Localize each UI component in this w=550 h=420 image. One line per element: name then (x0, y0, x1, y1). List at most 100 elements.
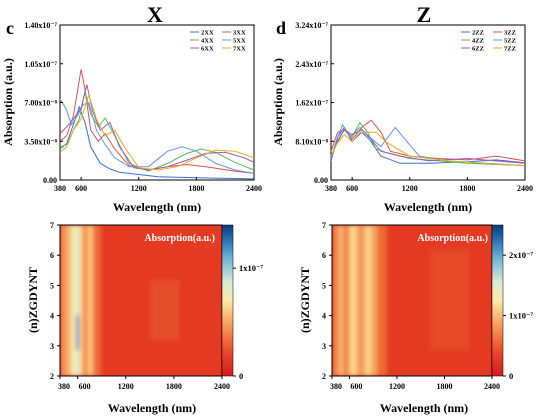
x-tick-label: 2400 (246, 184, 262, 193)
y-tick-label: 0.00 (314, 176, 328, 185)
y-tick-label: 1.62x10⁻⁷ (295, 99, 328, 108)
heatmap-x-band (93, 225, 101, 376)
legend-label-6ZZ: 6ZZ (472, 45, 484, 52)
panel-title-x: X (147, 2, 163, 27)
legend-label-4ZZ: 4ZZ (472, 37, 484, 44)
heatmap-z-colorbar-label: Absorption(a.u.) (417, 233, 488, 244)
series-line-6XX (59, 84, 255, 171)
x-tick-label: 1200 (402, 184, 418, 193)
x-tick-label: 600 (75, 184, 87, 193)
heatmap-z-band (349, 225, 357, 376)
colorbar-tick-label: 1x10⁻⁷ (509, 311, 533, 321)
heatmap-z-field (332, 225, 492, 376)
heatmap-x-colorbar (221, 224, 234, 377)
y-ticks-d: 0.00 8.10x10⁻⁸ 1.62x10⁻⁷ 2.43x10⁻⁷ 3.24x10⁻⁷ (295, 21, 334, 185)
heatmap-x-colorbar-label: Absorption(a.u.) (144, 233, 215, 244)
colorbar-tick-label: 1x10⁻⁷ (239, 263, 263, 273)
heatmap-z-y-ticks: 2 3 4 5 6 7 (322, 221, 332, 381)
heatmap-x-band (60, 225, 66, 376)
heatmap-x-band (150, 280, 180, 340)
y-tick-label: 7 (322, 221, 326, 230)
colorbar-tick-label: 0 (239, 371, 243, 381)
x-ticks-c: 380 600 1200 1800 2400 (54, 177, 262, 193)
series-line-3ZZ (330, 119, 526, 162)
heatmap-x-band (83, 225, 87, 376)
x-tick-label: 1800 (459, 184, 475, 193)
y-tick-label: 1.40x10⁻⁷ (24, 21, 57, 30)
heatmap-x-band (71, 225, 75, 376)
heatmap-x-bands (60, 225, 180, 376)
heatmap-x-band (87, 225, 93, 376)
y-tick-label: 2 (50, 372, 54, 381)
panel-letter-d: d (276, 18, 286, 38)
heatmap-z-band (357, 225, 365, 376)
heatmap-z-band (332, 225, 338, 376)
legend-label-7ZZ: 7ZZ (504, 45, 516, 52)
x-tick-label: 380 (325, 184, 337, 193)
x-tick-label: 600 (79, 382, 91, 391)
legend-label-6XX: 6XX (201, 45, 214, 52)
y-tick-label: 4 (50, 312, 54, 321)
heatmap-x-colorbar-ticks: 0 1x10⁻⁷ (233, 263, 263, 381)
y-tick-label: 7.00x10⁻⁸ (24, 99, 57, 108)
heatmap-z-x-ticks: 380 600 1200 1800 2400 (330, 376, 500, 391)
y-tick-label: 2.43x10⁻⁷ (295, 60, 328, 69)
x-tick-label: 380 (58, 382, 70, 391)
panel-heatmap-z: Absorption(a.u.) 0 1x10⁻⁷ 2x10⁻⁷ 380 600 120… (298, 221, 533, 415)
y-tick-label: 6 (322, 251, 326, 260)
heatmap-x-band (79, 225, 83, 376)
legend-label-2XX: 2XX (201, 29, 214, 36)
y-tick-label: 3 (322, 342, 326, 351)
y-tick-label: 8.10x10⁻⁸ (295, 137, 328, 146)
heatmap-z-bands (332, 225, 470, 376)
y-tick-label: 2 (322, 372, 326, 381)
legend-label-7XX: 7XX (233, 45, 246, 52)
x-tick-label: 1800 (188, 184, 204, 193)
legend-label-2ZZ: 2ZZ (472, 29, 484, 36)
heatmap-z-band (338, 225, 344, 376)
y-tick-label: 5 (322, 281, 326, 290)
heatmap-x-x-ticks: 380 600 1200 1800 2400 (58, 376, 230, 391)
x-tick-label: 1200 (131, 184, 147, 193)
heatmap-z-band (430, 250, 470, 350)
series-line-3XX (59, 69, 255, 174)
heatmap-x-x-axis-label: Wavelength (nm) (108, 401, 196, 415)
heatmap-x-y-ticks: 2 3 4 5 6 7 (50, 221, 60, 381)
series-line-7XX (59, 93, 255, 171)
heatmap-z-x-axis-label: Wavelength (nm) (380, 401, 468, 415)
x-axis-label-c: Wavelength (nm) (113, 200, 201, 214)
panel-c: c X 380 600 1200 1800 2400 0.00 3.50x10⁻⁸ 7.00… (1, 2, 262, 214)
panel-title-z: Z (417, 2, 432, 27)
x-tick-label: 600 (346, 184, 358, 193)
heatmap-z-colorbar (491, 224, 504, 377)
heatmap-x-band (66, 225, 71, 376)
x-tick-label: 1200 (118, 382, 134, 391)
legend-label-4XX: 4XX (201, 37, 214, 44)
heatmap-z-band (371, 225, 377, 376)
legend-label-5ZZ: 5ZZ (504, 37, 516, 44)
series-line-2XX (59, 105, 255, 180)
x-tick-label: 1800 (436, 382, 452, 391)
y-tick-label: 5 (50, 281, 54, 290)
legend-c: 2XX 3XX 4XX 5XX 6XX 7XX (190, 29, 246, 52)
colorbar-tick-label: 2x10⁻⁷ (509, 250, 533, 260)
x-tick-label: 2400 (517, 184, 533, 193)
heatmap-z-band (377, 225, 387, 376)
series-line-5XX (59, 98, 255, 174)
heatmap-x-band (76, 315, 79, 350)
heatmap-z-band (365, 225, 371, 376)
x-tick-label: 380 (330, 382, 342, 391)
x-axis-label-d: Wavelength (nm) (384, 200, 472, 214)
y-axis-label-d: Absorption (a.u.) (271, 58, 285, 146)
x-tick-label: 1800 (166, 382, 182, 391)
y-tick-label: 0.00 (43, 176, 57, 185)
series-group-c (59, 69, 255, 180)
y-tick-label: 3.50x10⁻⁸ (24, 137, 57, 146)
colorbar-tick-label: 0 (509, 371, 513, 381)
heatmap-z-band (344, 225, 349, 376)
series-group-d (330, 119, 526, 167)
x-tick-label: 1200 (389, 382, 405, 391)
legend-label-3ZZ: 3ZZ (504, 29, 516, 36)
y-tick-label: 3 (50, 342, 54, 351)
heatmap-x-field (60, 225, 222, 376)
